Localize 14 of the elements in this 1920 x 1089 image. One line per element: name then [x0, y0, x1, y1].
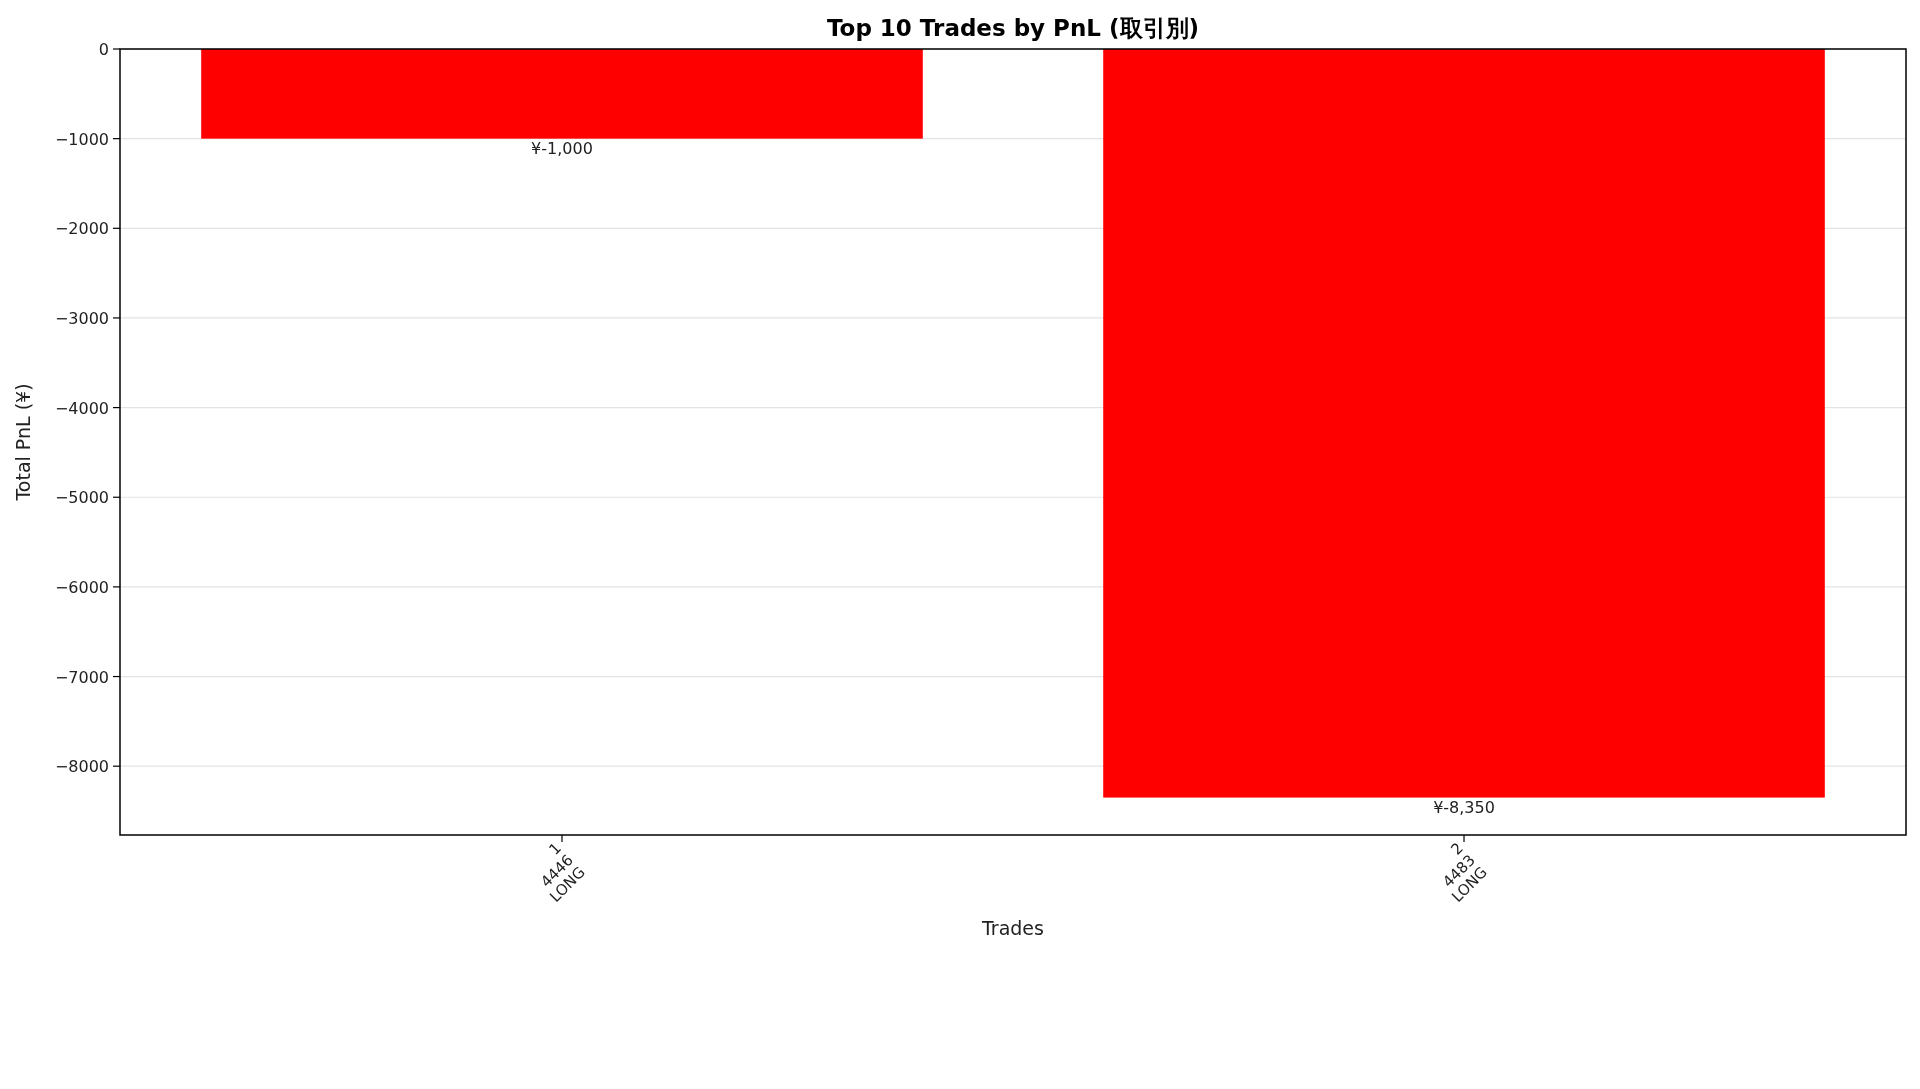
y-tick-label: −2000	[54, 219, 109, 239]
chart-title: Top 10 Trades by PnL (取引別)	[826, 15, 1200, 41]
x-axis-title: Trades	[981, 917, 1044, 939]
data-label: ¥-8,350	[1433, 797, 1495, 817]
y-tick-label: 0	[98, 40, 109, 59]
y-tick-label: −4000	[54, 398, 109, 418]
y-axis-title: Total PnL (¥)	[12, 383, 34, 502]
y-tick-label: −8000	[54, 757, 109, 777]
y-tick-label: −3000	[54, 308, 109, 328]
data-label: ¥-1,000	[531, 138, 593, 158]
y-tick-label: −5000	[54, 488, 109, 508]
y-tick-label: −1000	[54, 129, 109, 149]
y-tick-label: −6000	[54, 577, 109, 597]
y-tick-label: −7000	[54, 667, 109, 687]
